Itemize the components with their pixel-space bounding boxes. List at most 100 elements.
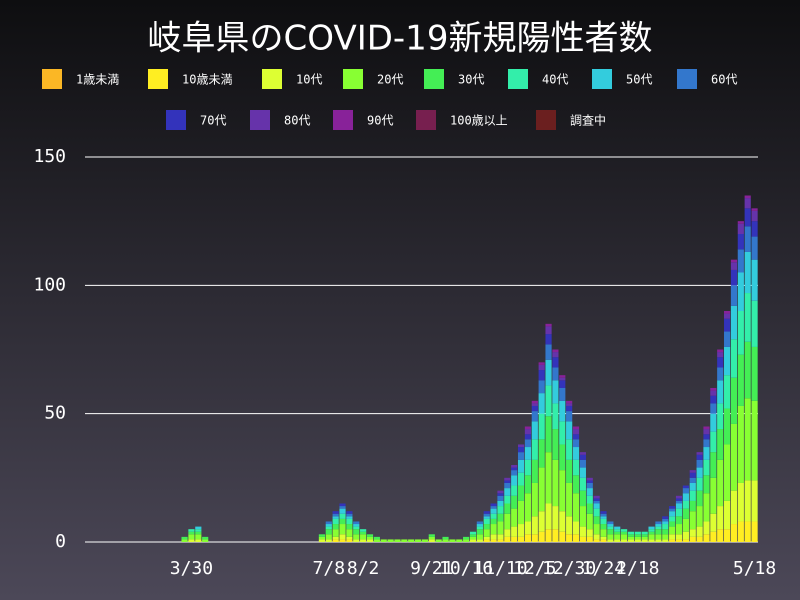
bar-segment xyxy=(552,380,559,404)
bar-segment xyxy=(648,526,655,530)
bar-segment xyxy=(614,534,621,540)
legend-swatch xyxy=(333,110,353,130)
bar-segment xyxy=(710,390,717,396)
bar-segment xyxy=(696,526,703,537)
bar-segment xyxy=(751,259,758,301)
bar-segment xyxy=(689,529,696,537)
bar-segment xyxy=(346,511,353,514)
bar-segment xyxy=(710,388,717,391)
legend-swatch xyxy=(424,69,444,89)
bar-segment xyxy=(188,534,195,540)
bar-segment xyxy=(744,208,751,227)
bar-segment xyxy=(634,534,641,537)
bar-segment xyxy=(593,524,600,535)
bar-segment xyxy=(737,272,744,311)
bar-segment xyxy=(751,400,758,481)
bar-segment xyxy=(497,521,504,535)
bar-segment xyxy=(524,521,532,535)
bar-segment xyxy=(325,534,332,540)
bar-segment xyxy=(737,311,744,355)
bar-segment xyxy=(730,377,738,424)
bar-segment xyxy=(751,480,758,522)
bar-segment xyxy=(476,524,483,527)
bar-segment xyxy=(662,516,669,519)
bar-segment xyxy=(607,539,614,542)
bar-segment xyxy=(724,375,731,409)
bar-segment xyxy=(517,452,525,460)
bar-segment xyxy=(531,411,538,422)
bar-segment xyxy=(703,434,710,440)
bar-segment xyxy=(538,439,545,468)
bar-segment xyxy=(737,234,744,250)
bar-segment xyxy=(710,395,717,404)
bar-segment xyxy=(682,488,689,494)
bar-segment xyxy=(360,534,367,540)
bar-segment xyxy=(572,426,580,430)
bar-segment xyxy=(476,529,483,535)
bar-segment xyxy=(346,513,353,517)
legend-label: 100歳以上 xyxy=(450,114,508,128)
bar-segment xyxy=(524,434,532,440)
bar-segment xyxy=(648,529,655,532)
bar-segment xyxy=(339,508,346,514)
bar-segment xyxy=(669,526,676,535)
bar-segment xyxy=(483,516,490,519)
bar-segment xyxy=(641,536,648,540)
bar-segment xyxy=(552,352,559,358)
bar-segment xyxy=(600,516,607,519)
bar-segment xyxy=(346,518,353,525)
bar-segment xyxy=(497,506,504,514)
bar-segment xyxy=(490,513,497,519)
bar-segment xyxy=(579,506,586,527)
bar-segment xyxy=(675,503,683,509)
bar-segment xyxy=(730,339,738,378)
bar-segment xyxy=(744,398,751,481)
bar-segment xyxy=(504,482,511,489)
bar-segment xyxy=(531,405,538,412)
bar-segment xyxy=(669,508,676,512)
bar-segment xyxy=(675,498,683,501)
bar-segment xyxy=(517,536,525,542)
bar-segment xyxy=(662,539,669,542)
bar-segment xyxy=(476,539,483,542)
bar-segment xyxy=(737,249,744,273)
bar-segment xyxy=(696,477,703,491)
bar-segment xyxy=(730,269,738,286)
bar-segment xyxy=(511,475,518,486)
bar-segment xyxy=(559,375,566,378)
bar-segment xyxy=(572,459,580,476)
legend-swatch xyxy=(536,110,556,130)
bar-segment xyxy=(511,470,518,476)
bar-segment xyxy=(703,534,710,542)
bar-segment xyxy=(710,452,717,478)
bar-segment xyxy=(504,503,511,514)
bar-segment xyxy=(559,421,566,445)
bar-segment xyxy=(717,357,724,368)
bar-segment xyxy=(346,536,353,540)
bar-segment xyxy=(669,534,676,540)
bar-segment xyxy=(689,477,696,483)
bar-segment xyxy=(504,495,511,504)
bar-segment xyxy=(483,518,490,525)
legend-swatch xyxy=(42,69,62,89)
bar-segment xyxy=(188,529,195,532)
bar-segment xyxy=(600,529,607,537)
bar-segment xyxy=(730,262,738,270)
bar-segment xyxy=(188,531,195,535)
bar-segment xyxy=(332,513,339,517)
bar-segment xyxy=(669,516,676,522)
bar-segment xyxy=(620,531,628,535)
bar-segment xyxy=(325,529,332,535)
bar-segment xyxy=(504,536,511,542)
bar-segment xyxy=(463,539,470,542)
bar-segment xyxy=(655,534,662,540)
bar-segment xyxy=(524,426,532,430)
bar-segment xyxy=(538,413,545,440)
bar-segment xyxy=(717,529,724,542)
bar-segment xyxy=(703,521,710,535)
bar-segment xyxy=(366,539,374,542)
bar-segment xyxy=(469,534,477,537)
bar-segment xyxy=(593,500,600,504)
